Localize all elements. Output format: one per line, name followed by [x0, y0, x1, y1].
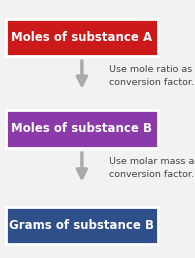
Text: Use mole ratio as
conversion factor.: Use mole ratio as conversion factor.: [109, 65, 194, 87]
FancyBboxPatch shape: [6, 19, 158, 56]
Text: Grams of substance B: Grams of substance B: [9, 219, 154, 232]
Text: Use molar mass as
conversion factor.: Use molar mass as conversion factor.: [109, 157, 195, 179]
Text: Moles of substance B: Moles of substance B: [11, 123, 152, 135]
FancyBboxPatch shape: [6, 207, 158, 245]
Text: Moles of substance A: Moles of substance A: [11, 31, 152, 44]
FancyBboxPatch shape: [6, 110, 158, 148]
